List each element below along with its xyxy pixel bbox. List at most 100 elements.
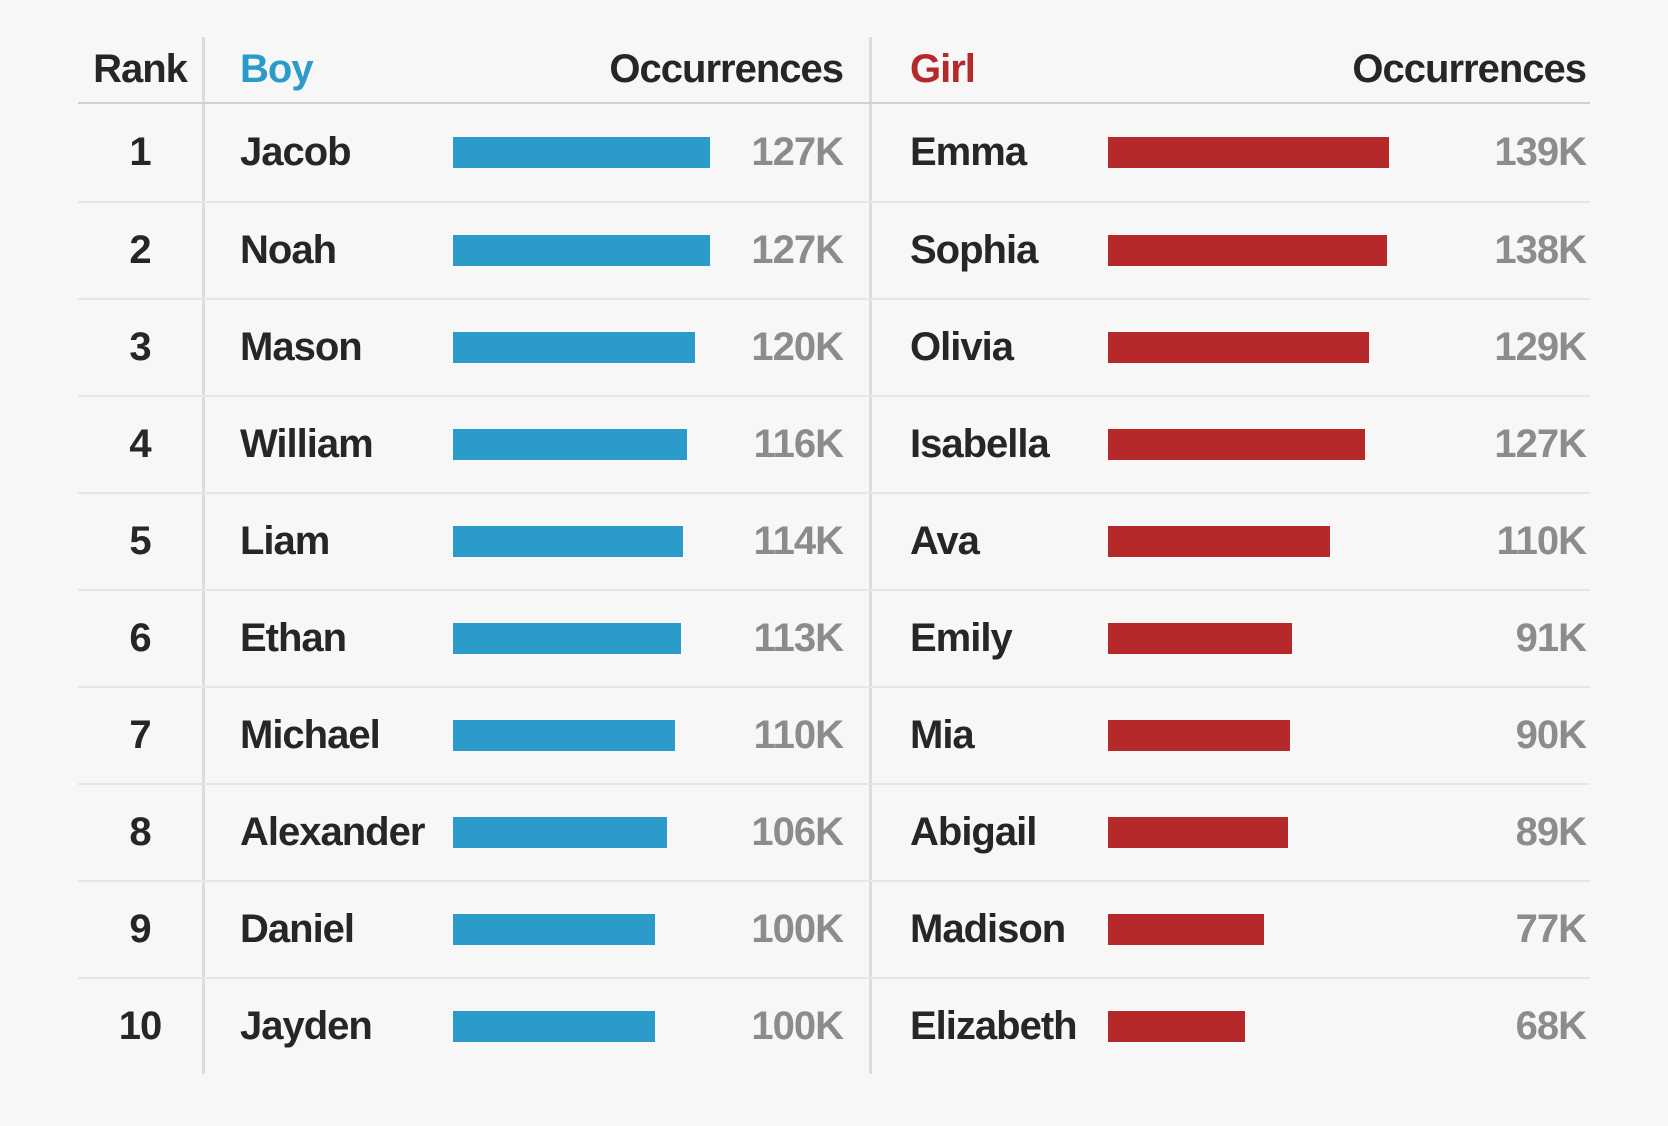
boy-occurrences-value: 100K xyxy=(751,1004,844,1048)
girl-occurrences-bar xyxy=(1108,1011,1245,1042)
table-row: 2 Noah 127K Sophia 138K xyxy=(78,201,1590,298)
boy-occurrences-value: 120K xyxy=(751,325,844,369)
boy-bar-track xyxy=(453,817,751,848)
girl-name: Olivia xyxy=(910,325,1014,369)
girl-bar-track xyxy=(1108,623,1516,654)
boy-occurrences-bar xyxy=(453,235,710,266)
girl-bar-track xyxy=(1108,817,1516,848)
boy-occurrences-value: 106K xyxy=(751,810,844,854)
boy-cell: Daniel 100K xyxy=(205,882,872,977)
girl-bar-track xyxy=(1108,526,1497,557)
boy-occurrences-value: 100K xyxy=(751,907,844,951)
girl-occurrences-value: 68K xyxy=(1515,1004,1587,1048)
boy-occurrences-value: 110K xyxy=(753,713,844,757)
rank-value: 2 xyxy=(78,203,205,298)
girl-cell: Sophia 138K xyxy=(872,203,1590,298)
column-header-boy: Boy xyxy=(240,47,314,91)
girl-cell: Mia 90K xyxy=(872,688,1590,783)
girl-cell: Emily 91K xyxy=(872,591,1590,686)
boy-bar-track xyxy=(453,623,754,654)
boy-occurrences-value: 114K xyxy=(753,519,844,563)
boy-bar-track xyxy=(453,526,754,557)
boy-occurrences-bar xyxy=(453,1011,655,1042)
column-header-girl-occurrences: Occurrences xyxy=(1352,47,1587,91)
boy-name: Jayden xyxy=(240,1004,373,1048)
rank-value: 5 xyxy=(78,494,205,589)
boy-name: Mason xyxy=(240,325,363,369)
boy-bar-track xyxy=(453,1011,751,1042)
table-row: 9 Daniel 100K Madison 77K xyxy=(78,880,1590,977)
boy-name: William xyxy=(240,422,374,466)
table-row: 3 Mason 120K Olivia 129K xyxy=(78,298,1590,395)
boy-name: Liam xyxy=(240,519,330,563)
boy-bar-track xyxy=(453,137,751,168)
girl-occurrences-value: 138K xyxy=(1494,228,1587,272)
boy-cell: Ethan 113K xyxy=(205,591,872,686)
girl-occurrences-bar xyxy=(1108,235,1387,266)
girl-cell: Abigail 89K xyxy=(872,785,1590,880)
table-row: 6 Ethan 113K Emily 91K xyxy=(78,589,1590,686)
boy-cell: Liam 114K xyxy=(205,494,872,589)
boy-occurrences-bar xyxy=(453,429,687,460)
boy-occurrences-bar xyxy=(453,720,675,751)
girl-cell: Emma 139K xyxy=(872,104,1590,201)
boy-cell: Jacob 127K xyxy=(205,104,872,201)
table: Rank Boy Occurrences Girl Occurrences 1 … xyxy=(78,37,1590,1074)
girl-name: Madison xyxy=(910,907,1066,951)
girl-occurrences-bar xyxy=(1108,720,1290,751)
table-row: 7 Michael 110K Mia 90K xyxy=(78,686,1590,783)
girl-bar-track xyxy=(1108,914,1516,945)
boy-occurrences-value: 113K xyxy=(753,616,844,660)
girl-name: Mia xyxy=(910,713,975,757)
girl-occurrences-value: 91K xyxy=(1515,616,1587,660)
girl-occurrences-bar xyxy=(1108,429,1365,460)
rank-value: 3 xyxy=(78,300,205,395)
boy-name: Alexander xyxy=(240,810,425,854)
girl-occurrences-bar xyxy=(1108,332,1369,363)
girl-name: Abigail xyxy=(910,810,1037,854)
girl-name: Isabella xyxy=(910,422,1050,466)
girl-cell: Ava 110K xyxy=(872,494,1590,589)
boy-occurrences-bar xyxy=(453,332,695,363)
table-row: 4 William 116K Isabella 127K xyxy=(78,395,1590,492)
girl-header-cell: Girl Occurrences xyxy=(872,37,1590,102)
girl-occurrences-value: 127K xyxy=(1494,422,1587,466)
girl-occurrences-value: 110K xyxy=(1496,519,1587,563)
boy-occurrences-value: 127K xyxy=(751,130,844,174)
boy-cell: Alexander 106K xyxy=(205,785,872,880)
boy-occurrences-bar xyxy=(453,817,667,848)
girl-bar-track xyxy=(1108,1011,1516,1042)
boy-cell: Michael 110K xyxy=(205,688,872,783)
boy-cell: Noah 127K xyxy=(205,203,872,298)
table-row: 5 Liam 114K Ava 110K xyxy=(78,492,1590,589)
boy-occurrences-bar xyxy=(453,914,655,945)
boy-bar-track xyxy=(453,332,751,363)
rank-value: 7 xyxy=(78,688,205,783)
girl-occurrences-bar xyxy=(1108,137,1389,168)
girl-name: Sophia xyxy=(910,228,1038,272)
girl-occurrences-bar xyxy=(1108,623,1292,654)
boy-bar-track xyxy=(453,429,754,460)
girl-occurrences-value: 90K xyxy=(1515,713,1587,757)
boy-cell: Jayden 100K xyxy=(205,979,872,1074)
boy-name: Jacob xyxy=(240,130,352,174)
boy-occurrences-bar xyxy=(453,623,681,654)
boy-name: Daniel xyxy=(240,907,355,951)
table-row: 10 Jayden 100K Elizabeth 68K xyxy=(78,977,1590,1074)
girl-occurrences-value: 129K xyxy=(1494,325,1587,369)
girl-cell: Elizabeth 68K xyxy=(872,979,1590,1074)
girl-occurrences-bar xyxy=(1108,817,1288,848)
girl-bar-track xyxy=(1108,429,1494,460)
rank-value: 8 xyxy=(78,785,205,880)
girl-bar-track xyxy=(1108,235,1494,266)
boy-occurrences-value: 116K xyxy=(753,422,844,466)
boy-name: Michael xyxy=(240,713,381,757)
girl-occurrences-value: 139K xyxy=(1494,130,1587,174)
girl-occurrences-bar xyxy=(1108,526,1330,557)
boy-occurrences-bar xyxy=(453,526,683,557)
boy-name: Ethan xyxy=(240,616,347,660)
column-header-rank: Rank xyxy=(78,37,205,102)
table-row: 1 Jacob 127K Emma 139K xyxy=(78,104,1590,201)
girl-bar-track xyxy=(1108,720,1516,751)
